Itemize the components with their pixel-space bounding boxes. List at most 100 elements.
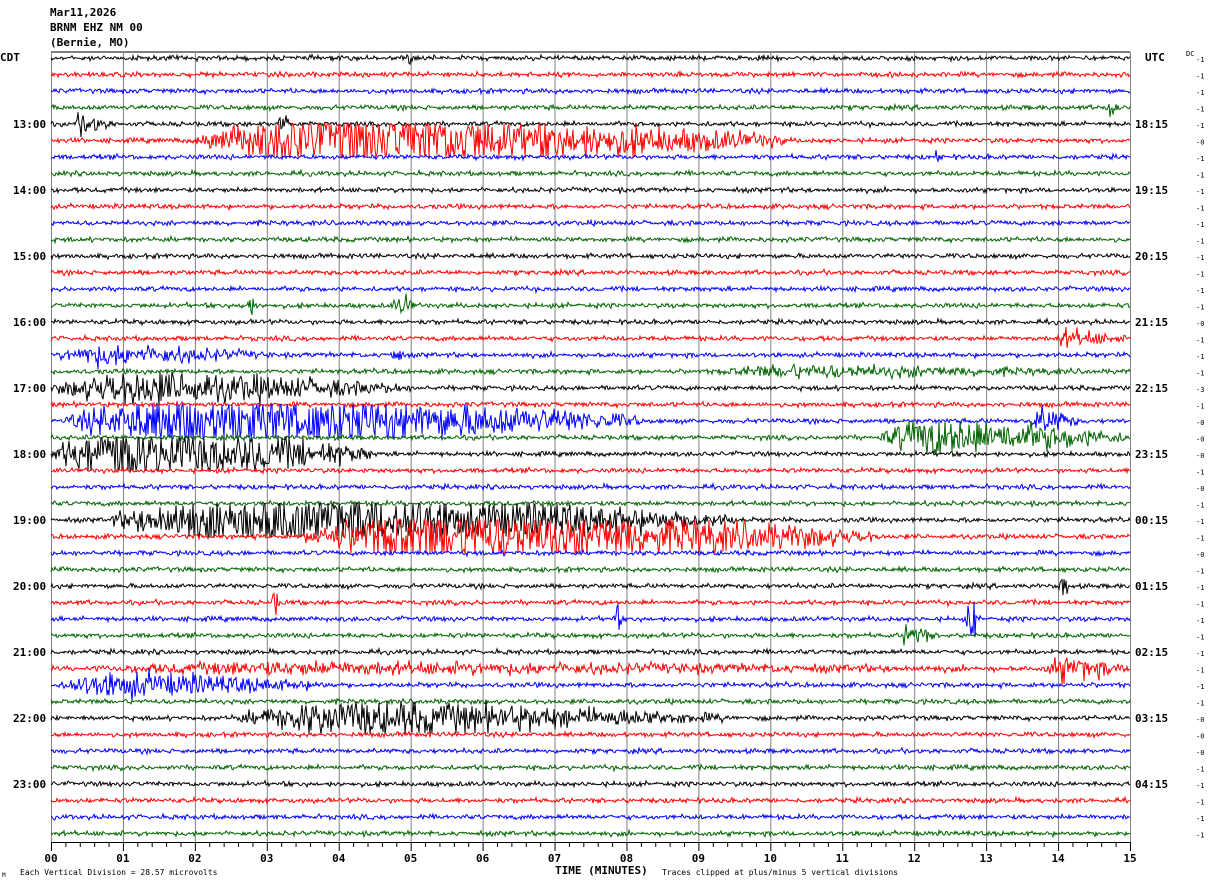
dc-offset-label: -0 — [1196, 452, 1204, 460]
seismic-trace-row — [50, 234, 1131, 245]
dc-offset-label: -1 — [1196, 155, 1204, 163]
seismic-trace-row — [50, 218, 1131, 228]
x-tick-label: 09 — [692, 852, 705, 865]
seismic-trace-row — [50, 697, 1131, 706]
x-axis-title: TIME (MINUTES) — [555, 864, 648, 877]
cdt-hour-label: 17:00 — [13, 382, 46, 395]
dc-offset-label: -1 — [1196, 601, 1204, 609]
seismic-trace-row — [50, 69, 1131, 80]
dc-offset-label: -1 — [1196, 502, 1204, 510]
seismic-trace-row — [50, 102, 1131, 118]
utc-hour-label: 18:15 — [1135, 118, 1168, 131]
dc-offset-label: -1 — [1196, 782, 1204, 790]
dc-offset-label: -1 — [1196, 172, 1204, 180]
utc-hour-label: 04:15 — [1135, 778, 1168, 791]
seismic-traces — [50, 53, 1131, 839]
x-tick-label: 11 — [836, 852, 850, 865]
seismic-trace-row — [50, 795, 1131, 806]
seismic-trace-row — [50, 501, 1131, 539]
seismic-trace-row — [50, 762, 1131, 773]
cdt-hour-label: 18:00 — [13, 448, 46, 461]
utc-hour-label: 03:15 — [1135, 712, 1168, 725]
dc-offset-label: -1 — [1196, 568, 1204, 576]
seismic-trace-row — [50, 498, 1131, 509]
utc-hour-label: 19:15 — [1135, 184, 1168, 197]
dc-offset-label: -1 — [1196, 370, 1204, 378]
seismic-trace-row — [50, 435, 1131, 471]
seismic-trace-row — [50, 326, 1131, 348]
cdt-hour-label: 21:00 — [13, 646, 46, 659]
utc-hour-label: 02:15 — [1135, 646, 1168, 659]
cdt-hour-label: 20:00 — [13, 580, 46, 593]
dc-offset-label: -0 — [1196, 716, 1204, 724]
dc-offset-label: -1 — [1196, 683, 1204, 691]
seismic-trace-row — [50, 624, 1131, 646]
dc-offset-label: -1 — [1196, 238, 1204, 246]
seismic-trace-row — [51, 316, 1131, 327]
seismic-trace-row — [50, 465, 1131, 476]
dc-header-label: DC — [1186, 50, 1194, 58]
scale-note: Each Vertical Division = 28.57 microvolt… — [20, 868, 218, 877]
dc-offset-label: -1 — [1196, 337, 1204, 345]
seismic-trace-row — [50, 284, 1131, 295]
clip-note: Traces clipped at plus/minus 5 vertical … — [662, 868, 898, 877]
dc-offset-label: -1 — [1196, 617, 1204, 625]
seismic-trace-row — [50, 602, 1131, 636]
dc-offset-label: -1 — [1196, 188, 1204, 196]
location-label: (Bernie, MO) — [50, 36, 129, 49]
cdt-hour-label: 15:00 — [13, 250, 46, 263]
x-tick-label: 10 — [764, 852, 777, 865]
dc-offset-label: -1 — [1196, 634, 1204, 642]
dc-offset-label: -1 — [1196, 287, 1204, 295]
dc-offset-label: -3 — [1196, 386, 1204, 394]
dc-offset-label: -1 — [1196, 205, 1204, 213]
seismic-trace-row — [50, 730, 1131, 740]
seismic-trace-row — [51, 403, 1131, 438]
seismic-trace-row — [50, 519, 1131, 555]
utc-hour-label: 23:15 — [1135, 448, 1168, 461]
seismic-trace-row — [50, 701, 1131, 735]
seismic-trace-row — [50, 565, 1131, 575]
utc-hour-label: 21:15 — [1135, 316, 1168, 329]
x-tick-label: 05 — [404, 852, 417, 865]
seismic-trace-row — [50, 646, 1131, 657]
dc-offset-label: -1 — [1196, 584, 1204, 592]
dc-offset-label: -0 — [1196, 733, 1204, 741]
dc-offset-label: -1 — [1196, 766, 1204, 774]
x-tick-label: 02 — [188, 852, 201, 865]
utc-hour-label: 22:15 — [1135, 382, 1168, 395]
seismic-trace-row — [50, 293, 1131, 315]
dc-offset-label: -1 — [1196, 73, 1204, 81]
dc-offset-label: -1 — [1196, 700, 1204, 708]
dc-offset-label: -0 — [1196, 139, 1204, 147]
dc-offset-label: -1 — [1196, 254, 1204, 262]
seismic-trace-row — [50, 779, 1131, 789]
x-tick-label: 03 — [260, 852, 273, 865]
seismic-trace-row — [50, 420, 1131, 456]
date-label: Mar11,2026 — [50, 6, 117, 19]
seismic-trace-row — [50, 168, 1131, 178]
dc-offset-label: -1 — [1196, 271, 1204, 279]
seismic-trace-row — [50, 548, 1131, 558]
cdt-hour-label: 23:00 — [13, 778, 46, 791]
x-tick-label: 04 — [332, 852, 346, 865]
seismic-trace-row — [50, 112, 1131, 138]
dc-offset-label: -0 — [1196, 320, 1204, 328]
seismic-trace-row — [50, 812, 1131, 822]
seismic-trace-row — [50, 481, 1131, 492]
x-tick-label: 14 — [1051, 852, 1065, 865]
seismic-trace-row — [50, 344, 1131, 370]
dc-offset-label: -1 — [1196, 799, 1204, 807]
cdt-hour-label: 22:00 — [13, 712, 46, 725]
x-tick-label: 12 — [908, 852, 921, 865]
seismic-trace-row — [50, 371, 1131, 405]
seismic-trace-row — [50, 399, 1131, 410]
cdt-hour-label: 16:00 — [13, 316, 46, 329]
dc-offset-label: -1 — [1196, 650, 1204, 658]
dc-offset-label: -1 — [1196, 221, 1204, 229]
seismic-trace-row — [50, 592, 1131, 616]
dc-offset-label: -1 — [1196, 518, 1204, 526]
corner-mark: M — [2, 872, 6, 879]
dc-offset-label: -1 — [1196, 56, 1204, 64]
